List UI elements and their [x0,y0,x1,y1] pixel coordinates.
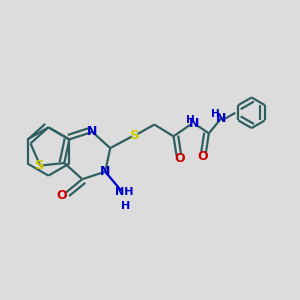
Text: H: H [121,201,130,211]
Text: S: S [130,129,140,142]
Text: N: N [100,165,110,178]
Text: N: N [215,112,226,125]
Text: N: N [189,118,199,130]
Text: O: O [198,149,208,163]
Text: NH: NH [115,187,133,197]
Text: S: S [35,159,45,172]
Text: O: O [175,152,185,165]
Text: N: N [87,125,98,138]
Text: O: O [56,189,67,202]
Text: H: H [211,109,220,118]
Text: H: H [186,115,194,125]
